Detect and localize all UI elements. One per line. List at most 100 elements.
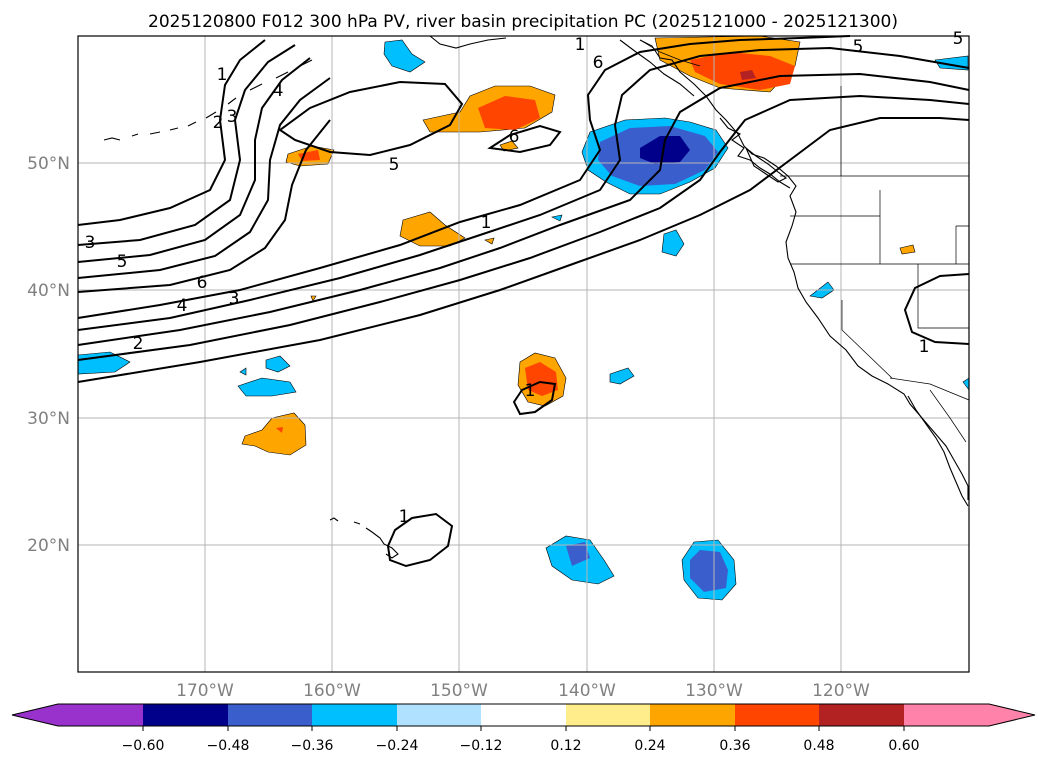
pv-contour-line — [77, 39, 266, 226]
lon-tick-label: 120°W — [812, 681, 870, 701]
precip-positive-region — [310, 295, 317, 302]
pv-contour-label: 3 — [227, 107, 238, 127]
lon-tick-labels: 170°W 160°W 150°W 140°W 130°W 120°W — [176, 681, 870, 701]
pv-contour-label: 1 — [919, 337, 930, 357]
pv-contour-line — [77, 77, 331, 279]
precip-negative-region — [265, 355, 291, 373]
precip-positive-core — [690, 52, 795, 90]
pv-contour-label: 4 — [177, 296, 188, 316]
colorbar-tick-label: −0.24 — [376, 738, 419, 754]
colorbar-bin — [397, 704, 481, 726]
precip-negative-region — [609, 367, 635, 385]
pv-contour-line — [386, 512, 454, 568]
figure-title: 2025120800 F012 300 hPa PV, river basin … — [148, 12, 898, 32]
colorbar-tick-label: −0.60 — [122, 738, 165, 754]
colorbar-bin — [566, 704, 650, 726]
colorbar-tick-label: −0.36 — [291, 738, 334, 754]
pv-contours — [77, 35, 970, 568]
pv-contour-label: 5 — [853, 37, 864, 57]
lon-tick-label: 170°W — [176, 681, 234, 701]
pv-contour-label: 1 — [399, 507, 410, 527]
precip-shading — [77, 35, 970, 601]
coastline-vancouver-island — [745, 147, 788, 183]
lon-tick-label: 130°W — [685, 681, 743, 701]
lon-tick-label: 160°W — [303, 681, 361, 701]
pv-contour-line — [278, 80, 464, 157]
colorbar-tick-label: 0.36 — [719, 738, 750, 754]
colorbar-bin — [904, 704, 989, 726]
precip-negative-region — [551, 214, 563, 222]
colorbar-extend-over — [989, 704, 1035, 726]
border-alaska-canada — [639, 39, 701, 67]
precip-negative-mid — [566, 542, 590, 566]
coastline-alaska-south — [429, 35, 507, 49]
pv-contour-line — [77, 44, 296, 246]
border-us-states — [790, 190, 969, 379]
pv-contour-line — [77, 46, 970, 331]
pv-contour-line — [77, 72, 970, 346]
coastline-gulf-of-california — [929, 389, 967, 443]
lat-tick-labels: 50°N 40°N 30°N 20°N — [27, 154, 70, 556]
precip-negative-region — [661, 229, 685, 257]
colorbar-tick-label: −0.48 — [207, 738, 250, 754]
precip-positive-core — [740, 70, 756, 80]
pv-contour-label: 2 — [213, 113, 224, 133]
pv-contour-label: 2 — [133, 334, 144, 354]
colorbar-outline — [11, 703, 1036, 727]
precip-negative-mid — [690, 550, 728, 592]
lat-tick-label: 30°N — [27, 409, 70, 429]
colorbar-bin — [735, 704, 819, 726]
colorbar-bin — [481, 704, 566, 726]
pv-contour-line — [903, 273, 970, 345]
colorbar-ticks — [142, 726, 905, 731]
map-frame — [77, 35, 970, 673]
pv-contour-line — [77, 35, 851, 319]
pv-contour-label: 5 — [389, 155, 400, 175]
colorbar-tick-label: 0.60 — [888, 738, 919, 754]
precip-positive-core — [276, 427, 283, 433]
coastline-baja — [907, 395, 969, 507]
pv-contour-line — [487, 124, 562, 154]
precip-positive-region — [241, 412, 307, 456]
colorbar-tick-label: 0.24 — [634, 738, 665, 754]
pv-contour-label: 1 — [481, 213, 492, 233]
precip-negative-region — [237, 377, 297, 397]
pv-contour-label: 6 — [593, 53, 604, 73]
pv-contour-label: 6 — [509, 127, 520, 147]
lon-tick-label: 150°W — [430, 681, 488, 701]
colorbar-bin — [58, 704, 143, 726]
precip-positive-core — [525, 362, 558, 396]
pv-contour-label: 6 — [197, 273, 208, 293]
colorbar-bin — [650, 704, 735, 726]
precip-positive-region — [899, 244, 916, 255]
map-background — [78, 36, 969, 672]
coastlines — [103, 35, 969, 559]
pv-contour-line — [77, 119, 331, 293]
pv-contour-line — [77, 94, 970, 361]
colorbar-tick-label: 0.48 — [803, 738, 834, 754]
colorbar-bin — [819, 704, 904, 726]
coastline-aleutians — [103, 59, 313, 141]
pv-contour-labels: 1 2 3 4 5 6 1 1 1 2 3 4 5 6 5 6 1 5 1 3 — [85, 29, 964, 527]
pv-contour-label: 1 — [525, 381, 536, 401]
colorbar-bin — [143, 704, 228, 726]
lat-tick-label: 50°N — [27, 154, 70, 174]
pv-contour-label: 1 — [217, 65, 228, 85]
pv-contour-label: 3 — [229, 289, 240, 309]
pv-contour-line — [512, 380, 557, 416]
colorbar-extend-under — [12, 704, 58, 726]
pv-contour-label: 5 — [953, 29, 964, 49]
pv-contour-label: 4 — [273, 81, 284, 101]
colorbar-tick-label: 0.12 — [550, 738, 581, 754]
precip-positive-core — [478, 96, 540, 130]
precip-negative-region — [239, 367, 247, 376]
precip-negative-region — [383, 39, 426, 73]
political-borders — [639, 39, 970, 443]
pv-contour-line — [77, 117, 970, 383]
colorbar-tick-labels: −0.60 −0.48 −0.36 −0.24 −0.12 0.12 0.24 … — [122, 738, 920, 754]
precip-positive-region — [484, 237, 495, 245]
lon-tick-label: 140°W — [558, 681, 616, 701]
precip-negative-core — [640, 136, 690, 164]
colorbar-bin — [312, 704, 397, 726]
